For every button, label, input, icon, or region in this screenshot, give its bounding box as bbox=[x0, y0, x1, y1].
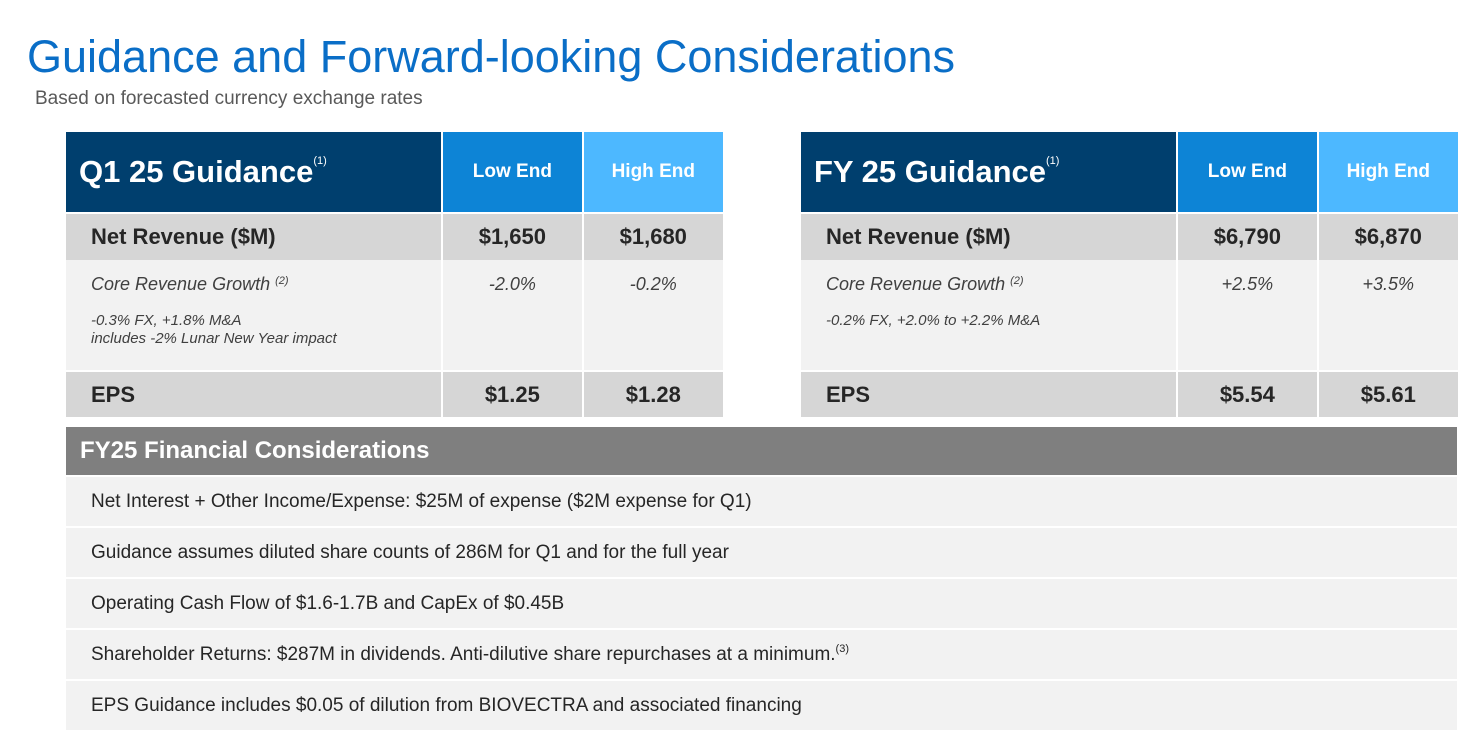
fy-eps-label: EPS bbox=[801, 371, 1178, 417]
q1-guidance-title: Q1 25 Guidance(1) bbox=[66, 132, 443, 214]
q1-core-growth-high: -0.2% bbox=[581, 260, 723, 372]
fy-core-growth-label: Core Revenue Growth (2) bbox=[826, 274, 1024, 294]
q1-net-revenue-high: $1,680 bbox=[581, 213, 723, 260]
q1-net-revenue-label: Net Revenue ($M) bbox=[66, 213, 443, 260]
consideration-item: EPS Guidance includes $0.05 of dilution … bbox=[66, 681, 1457, 730]
fy-net-revenue-row: Net Revenue ($M) $6,790 $6,870 bbox=[801, 213, 1458, 260]
consideration-item: Guidance assumes diluted share counts of… bbox=[66, 528, 1457, 577]
fy-net-revenue-label: Net Revenue ($M) bbox=[801, 213, 1178, 260]
page-title: Guidance and Forward-looking Considerati… bbox=[27, 31, 956, 82]
financial-considerations-title: FY25 Financial Considerations bbox=[66, 427, 1457, 475]
q1-core-growth-footnote: (2) bbox=[275, 275, 289, 287]
q1-title-footnote: (1) bbox=[313, 155, 327, 167]
q1-eps-low: $1.25 bbox=[441, 371, 583, 417]
fy-core-growth-high: +3.5% bbox=[1316, 260, 1458, 372]
q1-core-growth-row: Core Revenue Growth (2) -0.3% FX, +1.8% … bbox=[66, 260, 723, 372]
consideration-item: Operating Cash Flow of $1.6-1.7B and Cap… bbox=[66, 579, 1457, 628]
fy-core-growth-row: Core Revenue Growth (2) -0.2% FX, +2.0% … bbox=[801, 260, 1458, 372]
fy-eps-high: $5.61 bbox=[1316, 371, 1458, 417]
fy-net-revenue-high: $6,870 bbox=[1316, 213, 1458, 260]
q1-core-growth-label: Core Revenue Growth (2) bbox=[91, 274, 289, 294]
q1-eps-row: EPS $1.25 $1.28 bbox=[66, 371, 723, 417]
financial-considerations-panel: FY25 Financial Considerations Net Intere… bbox=[66, 427, 1457, 730]
fy-eps-low: $5.54 bbox=[1176, 371, 1318, 417]
q1-high-end-header: High End bbox=[581, 132, 723, 214]
q1-net-revenue-low: $1,650 bbox=[441, 213, 583, 260]
page-subtitle: Based on forecasted currency exchange ra… bbox=[35, 88, 423, 109]
fy-guidance-title: FY 25 Guidance(1) bbox=[801, 132, 1178, 214]
fy-high-end-header: High End bbox=[1316, 132, 1458, 214]
q1-core-growth-cell: Core Revenue Growth (2) -0.3% FX, +1.8% … bbox=[66, 260, 443, 372]
fy-low-end-header: Low End bbox=[1176, 132, 1318, 214]
fy-core-growth-cell: Core Revenue Growth (2) -0.2% FX, +2.0% … bbox=[801, 260, 1178, 372]
consideration-item: Net Interest + Other Income/Expense: $25… bbox=[66, 477, 1457, 526]
fy-core-growth-footnote: (2) bbox=[1010, 275, 1024, 287]
q1-eps-label: EPS bbox=[66, 371, 443, 417]
fy-net-revenue-low: $6,790 bbox=[1176, 213, 1318, 260]
consideration-item: Shareholder Returns: $287M in dividends.… bbox=[66, 630, 1457, 679]
q1-guidance-table: Q1 25 Guidance(1) Low End High End Net R… bbox=[66, 132, 723, 417]
consideration-footnote: (3) bbox=[835, 643, 849, 655]
q1-core-growth-note: -0.3% FX, +1.8% M&A includes -2% Lunar Ne… bbox=[91, 312, 337, 347]
consideration-text: Shareholder Returns: $287M in dividends.… bbox=[91, 644, 836, 665]
q1-net-revenue-row: Net Revenue ($M) $1,650 $1,680 bbox=[66, 213, 723, 260]
q1-eps-high: $1.28 bbox=[581, 371, 723, 417]
fy-eps-row: EPS $5.54 $5.61 bbox=[801, 371, 1458, 417]
q1-low-end-header: Low End bbox=[441, 132, 583, 214]
fy-guidance-table: FY 25 Guidance(1) Low End High End Net R… bbox=[801, 132, 1458, 417]
fy-title-footnote: (1) bbox=[1046, 155, 1060, 167]
fy-core-growth-low: +2.5% bbox=[1176, 260, 1318, 372]
q1-core-growth-low: -2.0% bbox=[441, 260, 583, 372]
fy-core-growth-note: -0.2% FX, +2.0% to +2.2% M&A bbox=[826, 312, 1041, 329]
